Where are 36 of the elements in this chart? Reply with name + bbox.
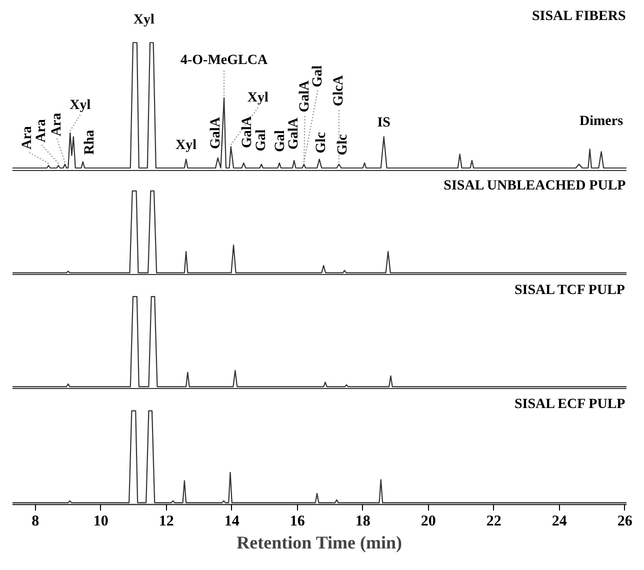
- x-tick-label: 12: [158, 514, 174, 530]
- x-axis-title: Retention Time (min): [236, 532, 402, 552]
- annotation: GalA: [297, 79, 312, 112]
- annotation: Rha: [82, 130, 98, 155]
- text: SISAL UNBLEACHED PULP: [444, 178, 626, 194]
- annotation: GalA: [240, 115, 256, 148]
- annotation: Xyl: [176, 138, 197, 154]
- annotation: Gal: [272, 130, 288, 152]
- annotation: IS: [377, 116, 391, 131]
- annotation: Gal: [310, 65, 326, 88]
- text: SISAL FIBERS: [532, 8, 626, 24]
- x-tick-label: 24: [552, 514, 568, 530]
- x-tick-label: 26: [617, 514, 633, 530]
- annotation: Xyl: [133, 12, 155, 28]
- x-tick-label: 16: [290, 514, 306, 530]
- annotation: GalA: [286, 116, 302, 150]
- x-tick-label: 14: [224, 514, 240, 530]
- annotation: GalA: [208, 116, 224, 149]
- annotation: Ara: [49, 112, 64, 136]
- text: SISAL TCF PULP: [514, 283, 626, 298]
- x-tick-label: 18: [355, 514, 370, 530]
- annotation: Glc: [335, 134, 350, 156]
- annotation: GlcA: [331, 74, 346, 106]
- x-tick-label: 20: [420, 514, 436, 530]
- x-tick-label: 10: [93, 514, 108, 530]
- annotation: Gal: [254, 129, 269, 152]
- x-tick-label: 8: [32, 514, 40, 530]
- text: SISAL ECF PULP: [514, 397, 626, 412]
- annotation: Ara: [20, 126, 36, 150]
- annotation: Xyl: [70, 98, 91, 113]
- annotation: Ara: [34, 119, 49, 142]
- annotation: Glc: [314, 132, 329, 154]
- annotation: 4-O-MeGLCA: [180, 52, 268, 68]
- annotation: Dimers: [580, 114, 624, 130]
- x-tick-label: 22: [486, 514, 502, 530]
- annotation: Xyl: [247, 90, 269, 106]
